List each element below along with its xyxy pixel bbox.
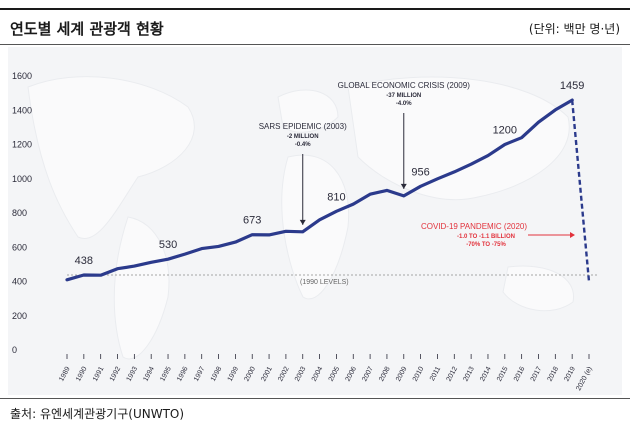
x-tick-label: 1989 (58, 366, 72, 383)
footer-divider (0, 398, 630, 399)
map-continent (502, 265, 574, 312)
map-continent (277, 89, 339, 133)
data-label: 530 (159, 239, 177, 251)
covid-arrowhead (570, 232, 575, 238)
annotation-detail: -37 MILLION (386, 93, 421, 99)
x-tick-label: 2001 (260, 366, 274, 383)
data-label: 673 (243, 215, 261, 227)
x-tick-label: 2004 (311, 366, 325, 383)
x-tick-label: 2020 (e) (575, 366, 593, 392)
x-tick-label: 2018 (547, 366, 561, 383)
x-tick-label: 1992 (109, 366, 123, 383)
y-tick-label: 1400 (12, 105, 32, 115)
x-tick-label: 1993 (126, 366, 140, 383)
annotation-title: GLOBAL ECONOMIC CRISIS (2009) (338, 81, 471, 90)
annotation-arrowhead (400, 183, 407, 189)
x-tick-label: 1994 (142, 366, 156, 383)
projection-line (570, 100, 591, 282)
y-tick-label: 1000 (12, 174, 32, 184)
x-tick-label: 2010 (412, 366, 426, 383)
data-label: 810 (327, 191, 345, 203)
annotation-layer: SARS EPIDEMIC (2003) -2 MILLION -0.4% GLOBA… (259, 81, 575, 248)
x-tick-label: 2008 (378, 366, 392, 383)
top-rule (0, 8, 630, 10)
x-tick-label: 1990 (75, 366, 89, 383)
data-label: 1459 (560, 80, 584, 92)
x-tick-label: 1991 (92, 366, 106, 383)
annotation-title: SARS EPIDEMIC (2003) (259, 122, 347, 131)
unit-label: (단위: 백만 명·년) (528, 22, 620, 36)
data-label: 956 (411, 166, 429, 178)
x-tick-label: 2006 (345, 366, 359, 383)
source-note: 출처: 유엔세계관광기구(UNWTO) (10, 407, 185, 421)
annotation-detail: -0.4% (295, 142, 311, 148)
x-tick-label: 2009 (395, 366, 409, 383)
annotation-detail: -4.0% (396, 101, 412, 107)
x-tick-label: 2012 (446, 366, 460, 383)
x-tick-label: 2017 (530, 366, 544, 383)
map-continent (27, 76, 195, 240)
x-tick-label: 1995 (159, 366, 173, 383)
x-tick-label: 2011 (429, 366, 442, 383)
x-tick-label: 1998 (210, 366, 224, 383)
reference-layer: (1990 LEVELS) (67, 274, 597, 286)
x-tick-label: 2005 (328, 366, 342, 383)
y-tick-label: 1600 (12, 71, 32, 81)
chart-svg: (1990 LEVELS) 0 200 400 600 800 1000 1200 1400 1… (12, 71, 597, 392)
reference-line-label: (1990 LEVELS) (300, 279, 349, 286)
data-label: 1200 (493, 125, 517, 137)
world-map-background (27, 76, 574, 360)
annotation-detail: -2 MILLION (287, 134, 319, 140)
x-tick-label: 1999 (227, 366, 241, 383)
chart-area: (1990 LEVELS) 0 200 400 600 800 1000 1200 1400 1… (8, 47, 622, 395)
y-tick-label: 400 (12, 277, 27, 287)
annotation-arrowhead (299, 219, 306, 225)
x-tick-label: 2015 (496, 366, 510, 383)
data-label-layer: 438 530 673 810 956 1200 1459 (75, 80, 585, 267)
data-label: 438 (75, 255, 93, 267)
chart-title: 연도별 세계 관광객 현황 (10, 20, 164, 38)
map-continent (113, 216, 170, 360)
covid-annotation-detail: -1.0 TO -1.1 BILLION (457, 234, 515, 240)
y-tick-label: 200 (12, 311, 27, 321)
covid-annotation-detail: -70% TO -75% (466, 242, 506, 248)
x-tick-label: 1997 (193, 366, 207, 383)
y-tick-label: 0 (12, 345, 17, 355)
map-continent (281, 154, 350, 300)
x-tick-label: 2014 (479, 366, 493, 383)
x-tick-label: 2016 (513, 366, 527, 383)
x-tick-label: 2007 (361, 366, 375, 383)
y-axis-ticks: 0 200 400 600 800 1000 1200 1400 1600 (12, 71, 32, 355)
map-continent (347, 76, 570, 201)
y-tick-label: 800 (12, 208, 27, 218)
x-tick-label: 2002 (277, 366, 291, 383)
series-layer (65, 98, 591, 282)
x-tick-label: 2019 (563, 366, 577, 383)
y-tick-label: 600 (12, 242, 27, 252)
y-tick-label: 1200 (12, 140, 32, 150)
x-axis-ticks: 1989 1990 1991 1992 1993 1994 1995 1996 1997 1998… (58, 354, 594, 392)
covid-annotation-title: COVID-19 PANDEMIC (2020) (421, 222, 527, 231)
series-line (65, 98, 574, 282)
x-tick-label: 2000 (243, 366, 257, 383)
header-divider (0, 44, 630, 45)
x-tick-label: 2003 (294, 366, 308, 383)
x-tick-label: 2013 (462, 366, 476, 383)
x-tick-label: 1996 (176, 366, 190, 383)
